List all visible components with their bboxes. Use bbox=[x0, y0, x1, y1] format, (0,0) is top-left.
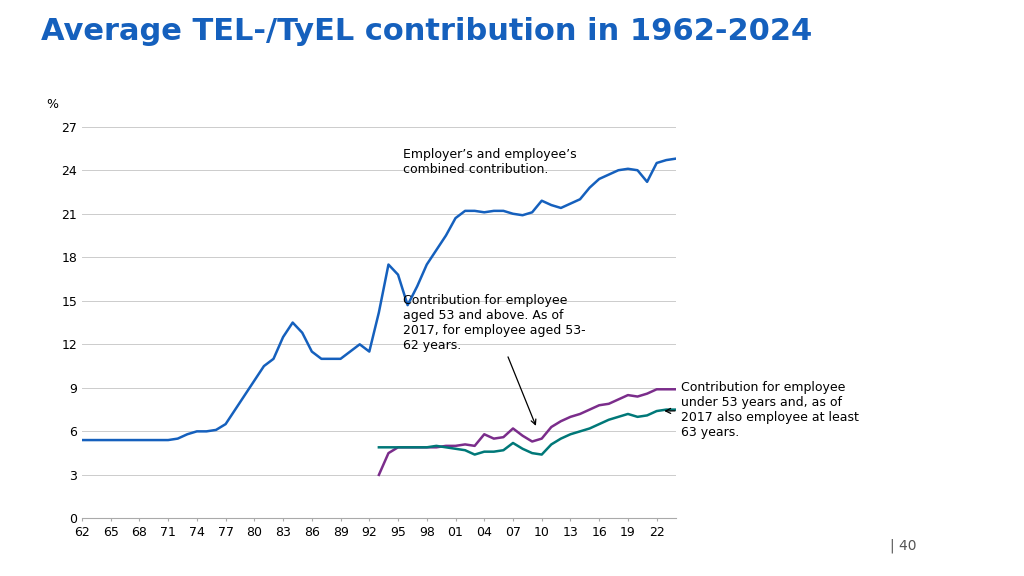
Text: Average TEL-/TyEL contribution in 1962-2024: Average TEL-/TyEL contribution in 1962-2… bbox=[41, 17, 812, 46]
Text: Contribution for employee
aged 53 and above. As of
2017, for employee aged 53-
6: Contribution for employee aged 53 and ab… bbox=[402, 294, 586, 425]
Text: %: % bbox=[46, 98, 58, 111]
Text: Contribution for employee
under 53 years and, as of
2017 also employee at least
: Contribution for employee under 53 years… bbox=[666, 381, 858, 438]
Text: | 40: | 40 bbox=[890, 539, 916, 553]
Text: Employer’s and employee’s
combined contribution.: Employer’s and employee’s combined contr… bbox=[402, 149, 577, 176]
